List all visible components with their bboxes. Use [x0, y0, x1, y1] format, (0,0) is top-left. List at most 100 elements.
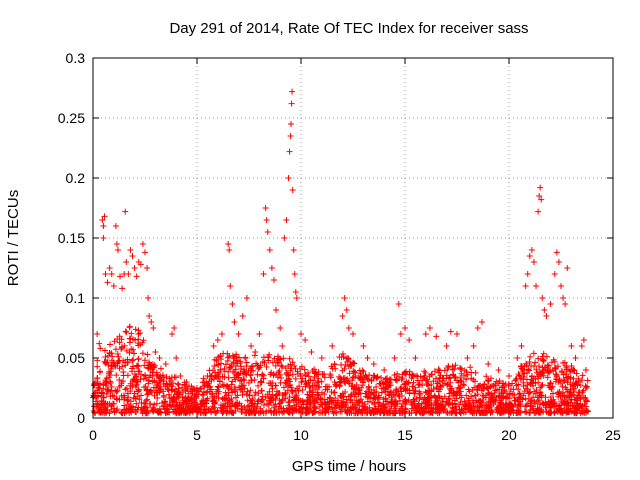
data-point [232, 401, 239, 408]
grid-lines [93, 58, 613, 418]
data-point [100, 223, 107, 229]
data-point [395, 301, 402, 307]
data-point [533, 283, 540, 289]
data-point [276, 367, 283, 374]
data-point [189, 385, 196, 392]
data-point [521, 408, 528, 415]
data-point [397, 331, 404, 337]
data-point [340, 393, 347, 400]
data-point [117, 273, 124, 280]
data-point [332, 365, 339, 372]
data-point [108, 383, 115, 390]
data-point [121, 342, 128, 349]
data-point [543, 313, 550, 319]
data-point [350, 374, 357, 381]
data-point [139, 339, 146, 346]
data-point [165, 386, 172, 393]
data-point [254, 400, 261, 407]
data-point [201, 382, 208, 389]
data-point [347, 405, 354, 412]
data-point [156, 408, 163, 415]
data-point [171, 408, 178, 415]
data-point [294, 368, 301, 375]
data-point [194, 407, 201, 414]
data-point [238, 365, 245, 372]
data-point [138, 399, 145, 406]
data-point [392, 400, 399, 407]
data-point [121, 406, 128, 413]
data-point [326, 394, 333, 401]
data-point [203, 405, 210, 412]
data-point [150, 325, 157, 331]
data-point [104, 407, 111, 414]
data-point [537, 184, 544, 191]
data-point [500, 404, 507, 411]
data-point [156, 405, 163, 412]
data-point [540, 408, 547, 415]
data-point [412, 355, 419, 361]
data-point [161, 403, 168, 410]
data-point [444, 381, 451, 388]
data-point [409, 372, 416, 379]
data-point [113, 241, 120, 247]
data-point [418, 404, 425, 411]
data-point [563, 364, 570, 371]
data-point [463, 392, 470, 399]
data-point [526, 367, 533, 374]
data-point [582, 403, 589, 410]
data-point [106, 410, 113, 417]
data-point [429, 371, 436, 378]
data-point [423, 402, 430, 409]
data-point [330, 389, 337, 396]
data-point [432, 398, 439, 405]
data-point [520, 366, 527, 373]
data-point [163, 409, 170, 416]
data-point [303, 409, 310, 416]
data-point [220, 381, 227, 388]
data-point [152, 349, 159, 355]
data-point [559, 383, 566, 390]
data-point [485, 377, 492, 384]
data-point [545, 368, 552, 375]
data-point [561, 359, 568, 366]
data-point [105, 352, 112, 359]
data-point [128, 330, 135, 337]
data-point [248, 343, 255, 349]
data-point [370, 408, 377, 415]
data-point [94, 363, 101, 370]
data-point [129, 378, 136, 385]
data-point [571, 408, 578, 415]
data-point [425, 395, 432, 402]
data-point [381, 404, 388, 411]
data-point [507, 386, 514, 393]
data-point [272, 408, 279, 415]
data-point [286, 355, 293, 362]
data-point [124, 397, 131, 404]
data-point [144, 404, 151, 411]
data-point [189, 390, 196, 397]
data-point [145, 295, 152, 301]
data-point [393, 377, 400, 384]
data-point [535, 371, 542, 378]
data-point [222, 400, 229, 407]
data-point [282, 391, 289, 398]
data-point [243, 371, 250, 378]
data-point [527, 353, 534, 360]
data-point [476, 383, 483, 390]
data-point [413, 404, 420, 411]
data-point [302, 337, 309, 343]
data-point [137, 330, 144, 337]
data-point [218, 360, 225, 367]
data-point [235, 331, 242, 337]
data-point [321, 371, 328, 378]
data-point [459, 401, 466, 408]
data-point [94, 331, 101, 337]
data-point [154, 372, 161, 379]
data-point [123, 259, 130, 265]
data-point [538, 394, 545, 401]
data-point [278, 374, 285, 381]
data-point [541, 307, 548, 313]
data-point [561, 378, 568, 385]
data-point [551, 271, 558, 277]
